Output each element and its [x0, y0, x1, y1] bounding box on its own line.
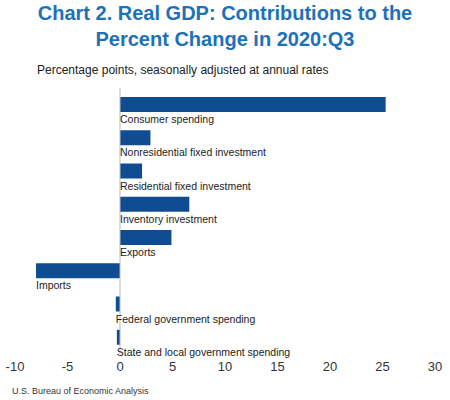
svg-text:30: 30 — [428, 359, 442, 374]
svg-text:Nonresidential fixed investmen: Nonresidential fixed investment — [120, 146, 266, 158]
svg-text:-10: -10 — [8, 359, 24, 374]
html-text:Percentage points, seasonally: Percentage points, seasonally adjusted a… — [37, 63, 329, 77]
svg-text:15: 15 — [270, 359, 284, 374]
html-text:U.S. Bureau of Economic Analys: U.S. Bureau of Economic Analysis — [12, 386, 149, 396]
svg-text:10: 10 — [218, 359, 232, 374]
svg-text:Consumer spending: Consumer spending — [120, 113, 214, 125]
svg-text:Inventory investment: Inventory investment — [120, 213, 217, 225]
svg-text:-5: -5 — [62, 359, 74, 374]
svg-text:Imports: Imports — [36, 279, 71, 291]
svg-text:State and local government spe: State and local government spending — [117, 346, 291, 358]
svg-text:20: 20 — [323, 359, 337, 374]
svg-text:25: 25 — [375, 359, 389, 374]
svg-text:0: 0 — [116, 359, 123, 374]
svg-text:Residential fixed investment: Residential fixed investment — [120, 180, 251, 192]
svg-text:5: 5 — [169, 359, 176, 374]
svg-text:Federal government spending: Federal government spending — [116, 313, 256, 325]
svg-text:Exports: Exports — [120, 246, 156, 258]
html-text:Chart 2. Real GDP: Contributio: Chart 2. Real GDP: Contributions to the … — [37, 2, 413, 50]
